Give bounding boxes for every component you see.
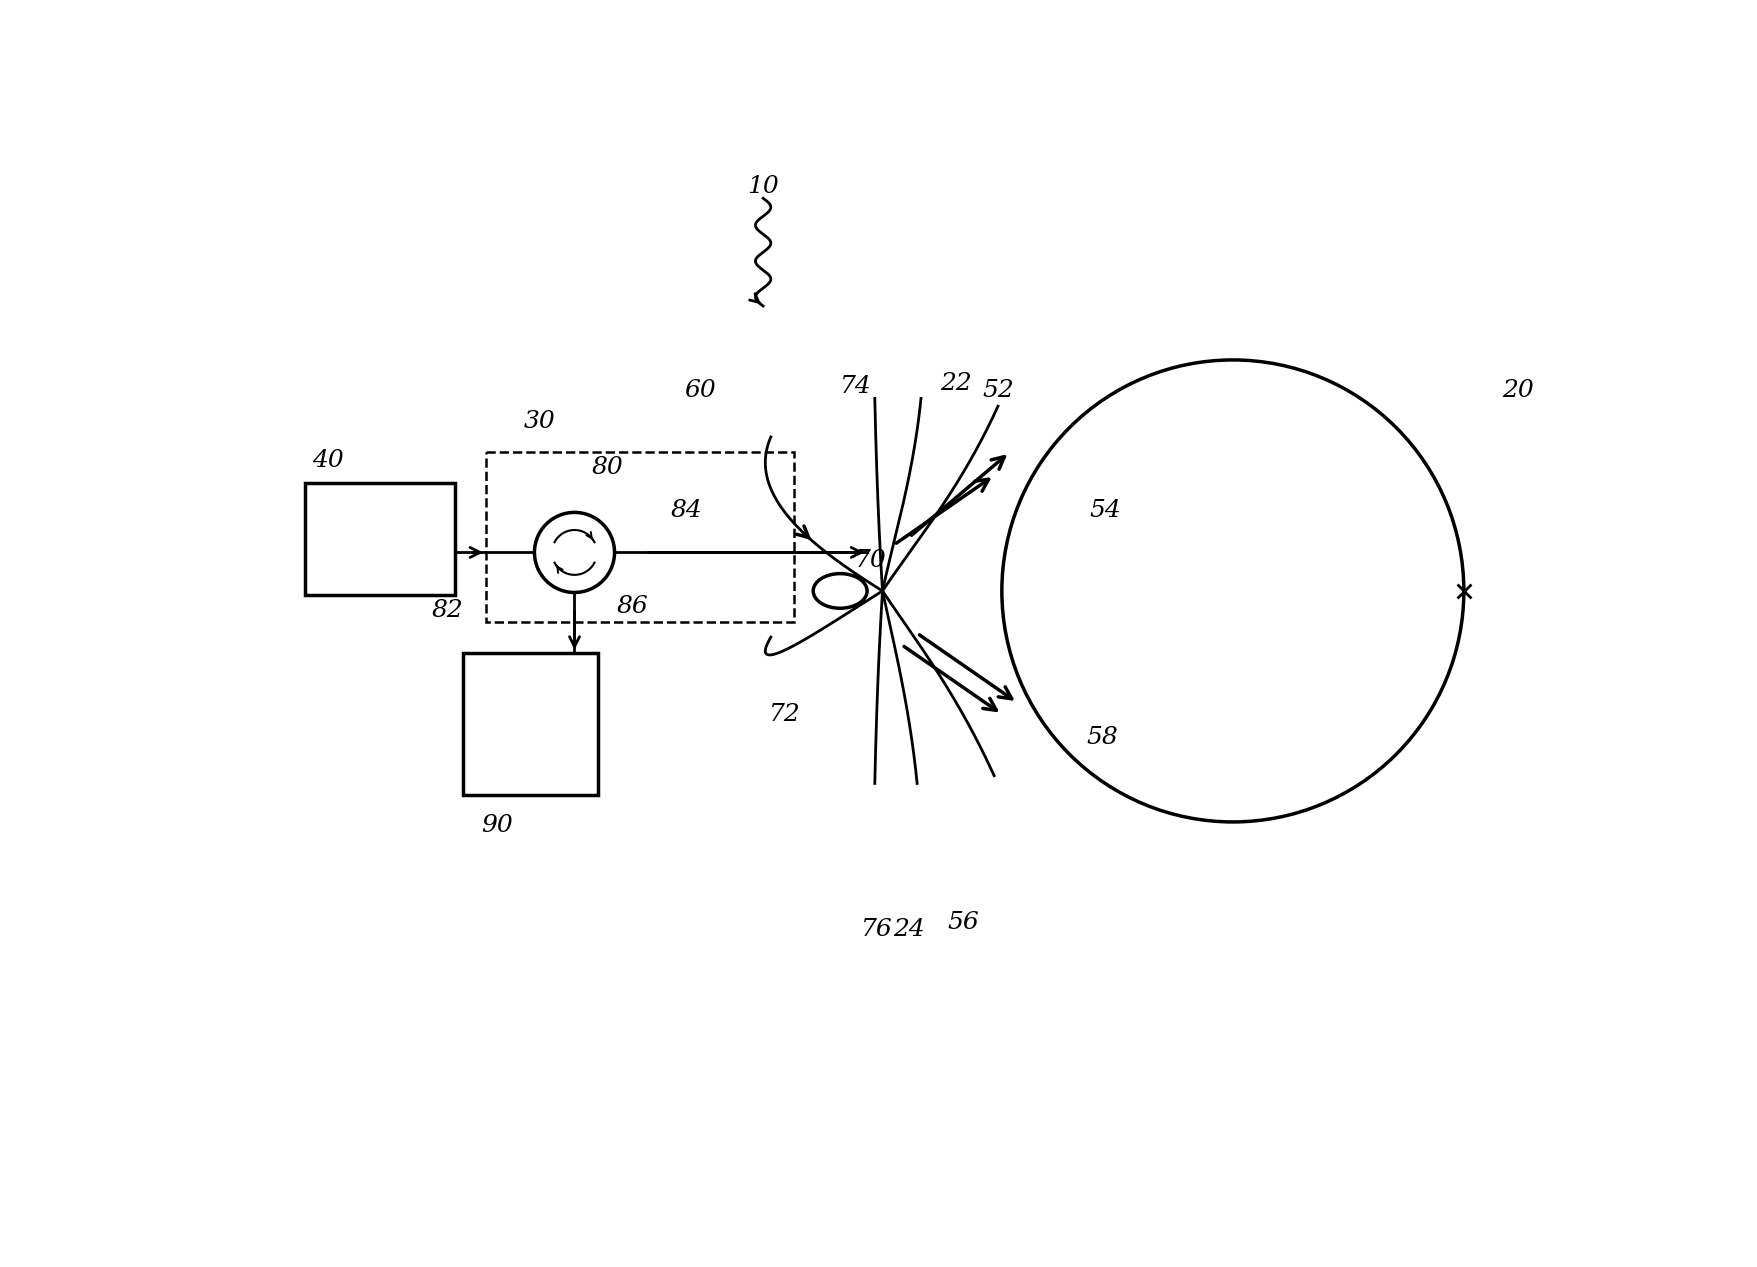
Text: 80: 80 <box>592 456 624 479</box>
Text: 60: 60 <box>683 379 715 402</box>
Text: 76: 76 <box>861 919 893 941</box>
Bar <box>462 653 597 794</box>
Text: 86: 86 <box>617 594 648 618</box>
Text: 10: 10 <box>747 175 778 198</box>
Text: 82: 82 <box>430 599 464 622</box>
Text: 54: 54 <box>1089 499 1121 522</box>
Text: 20: 20 <box>1500 379 1532 402</box>
Text: 52: 52 <box>982 379 1014 402</box>
Text: 58: 58 <box>1086 726 1117 749</box>
Text: 22: 22 <box>940 371 972 394</box>
Text: 30: 30 <box>524 411 555 433</box>
Text: 24: 24 <box>893 919 924 941</box>
Text: 40: 40 <box>313 449 344 471</box>
Bar <box>304 483 455 594</box>
Text: 84: 84 <box>669 499 701 522</box>
Text: 72: 72 <box>768 703 799 726</box>
Text: 90: 90 <box>481 815 513 837</box>
Bar <box>485 452 794 622</box>
Text: 74: 74 <box>840 375 871 398</box>
Text: 70: 70 <box>854 549 886 571</box>
Text: 56: 56 <box>947 911 979 934</box>
